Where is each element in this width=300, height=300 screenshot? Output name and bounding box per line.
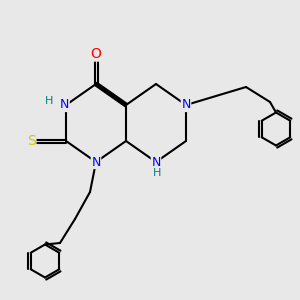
Text: N: N (60, 98, 69, 112)
Text: H: H (153, 167, 162, 178)
Text: H: H (45, 95, 54, 106)
Text: N: N (91, 155, 101, 169)
Text: N: N (151, 155, 161, 169)
Text: S: S (27, 134, 36, 148)
Text: O: O (91, 47, 101, 61)
Text: N: N (181, 98, 191, 112)
